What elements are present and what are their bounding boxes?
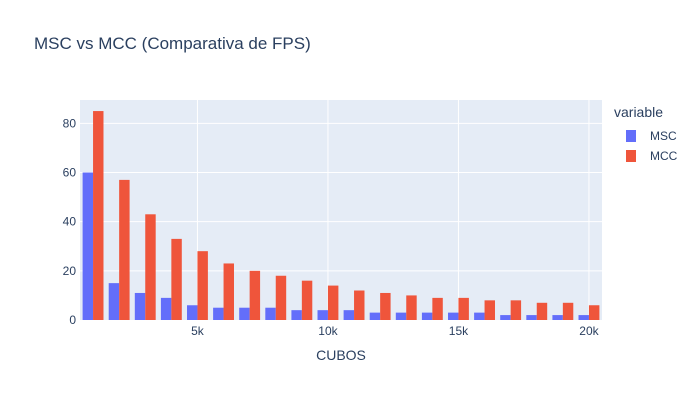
y-tick-label: 20 bbox=[63, 264, 77, 278]
bar-mcc[interactable] bbox=[301, 280, 313, 320]
bar-mcc[interactable] bbox=[380, 292, 391, 320]
bar-msc[interactable] bbox=[448, 312, 459, 320]
bar-mcc[interactable] bbox=[197, 251, 208, 320]
y-tick-label: 40 bbox=[63, 215, 77, 229]
bar-mcc[interactable] bbox=[458, 297, 469, 320]
y-tick-label: 80 bbox=[63, 116, 77, 130]
legend-swatch-mcc bbox=[626, 150, 636, 162]
bar-msc[interactable] bbox=[474, 312, 485, 320]
legend-item-mcc[interactable]: MCC bbox=[614, 146, 677, 166]
bar-mcc[interactable] bbox=[249, 270, 261, 320]
legend-item-msc[interactable]: MSC bbox=[614, 126, 677, 146]
bar-msc[interactable] bbox=[395, 312, 407, 320]
tick-labels: 0 20 40 60 80 5k 10k 15k 20k bbox=[63, 116, 600, 338]
bar-msc[interactable] bbox=[239, 307, 250, 320]
x-tick-label: 15k bbox=[449, 324, 469, 338]
bar-mcc[interactable] bbox=[171, 238, 182, 320]
bar-mcc[interactable] bbox=[562, 302, 574, 320]
bar-msc[interactable] bbox=[108, 283, 120, 320]
bar-mcc[interactable] bbox=[432, 297, 443, 320]
bar-msc[interactable] bbox=[213, 307, 224, 320]
plot-background bbox=[80, 100, 602, 320]
bar-mcc[interactable] bbox=[223, 263, 234, 320]
chart-title: MSC vs MCC (Comparativa de FPS) bbox=[34, 34, 311, 53]
bar-mcc[interactable] bbox=[275, 275, 287, 320]
bar-msc[interactable] bbox=[421, 312, 433, 320]
bar-msc[interactable] bbox=[526, 315, 537, 320]
bar-mcc[interactable] bbox=[510, 300, 522, 320]
x-tick-label: 5k bbox=[191, 324, 205, 338]
bar-mcc[interactable] bbox=[484, 300, 495, 320]
bar-msc[interactable] bbox=[500, 315, 511, 320]
bar-mcc[interactable] bbox=[327, 285, 339, 320]
bar-msc[interactable] bbox=[160, 297, 172, 320]
bar-msc[interactable] bbox=[552, 315, 563, 320]
bar-msc[interactable] bbox=[134, 292, 146, 320]
bar-msc[interactable] bbox=[82, 172, 94, 320]
y-tick-label: 60 bbox=[63, 166, 77, 180]
bar-mcc[interactable] bbox=[406, 295, 417, 320]
legend-label-mcc: MCC bbox=[650, 149, 678, 163]
bar-mcc[interactable] bbox=[588, 305, 600, 320]
legend-title: variable bbox=[614, 104, 664, 120]
bar-mcc[interactable] bbox=[145, 214, 156, 320]
bar-msc[interactable] bbox=[265, 307, 276, 320]
y-tick-label: 0 bbox=[69, 313, 76, 327]
bar-msc[interactable] bbox=[343, 310, 355, 320]
legend: variable MSC MCC bbox=[614, 104, 677, 166]
bar-mcc[interactable] bbox=[93, 111, 104, 320]
x-tick-label: 20k bbox=[579, 324, 599, 338]
bar-mcc[interactable] bbox=[119, 179, 130, 320]
x-axis-label: CUBOS bbox=[316, 347, 366, 363]
legend-swatch-msc bbox=[626, 130, 636, 142]
bar-msc[interactable] bbox=[291, 310, 302, 320]
bar-msc[interactable] bbox=[578, 315, 589, 320]
bar-msc[interactable] bbox=[369, 312, 381, 320]
bar-msc[interactable] bbox=[187, 305, 198, 320]
x-tick-label: 10k bbox=[318, 324, 338, 338]
gridlines bbox=[80, 100, 602, 320]
bar-msc[interactable] bbox=[317, 310, 328, 320]
legend-label-msc: MSC bbox=[650, 129, 677, 143]
bar-mcc[interactable] bbox=[536, 302, 548, 320]
bars bbox=[82, 111, 600, 320]
bar-mcc[interactable] bbox=[354, 290, 365, 320]
